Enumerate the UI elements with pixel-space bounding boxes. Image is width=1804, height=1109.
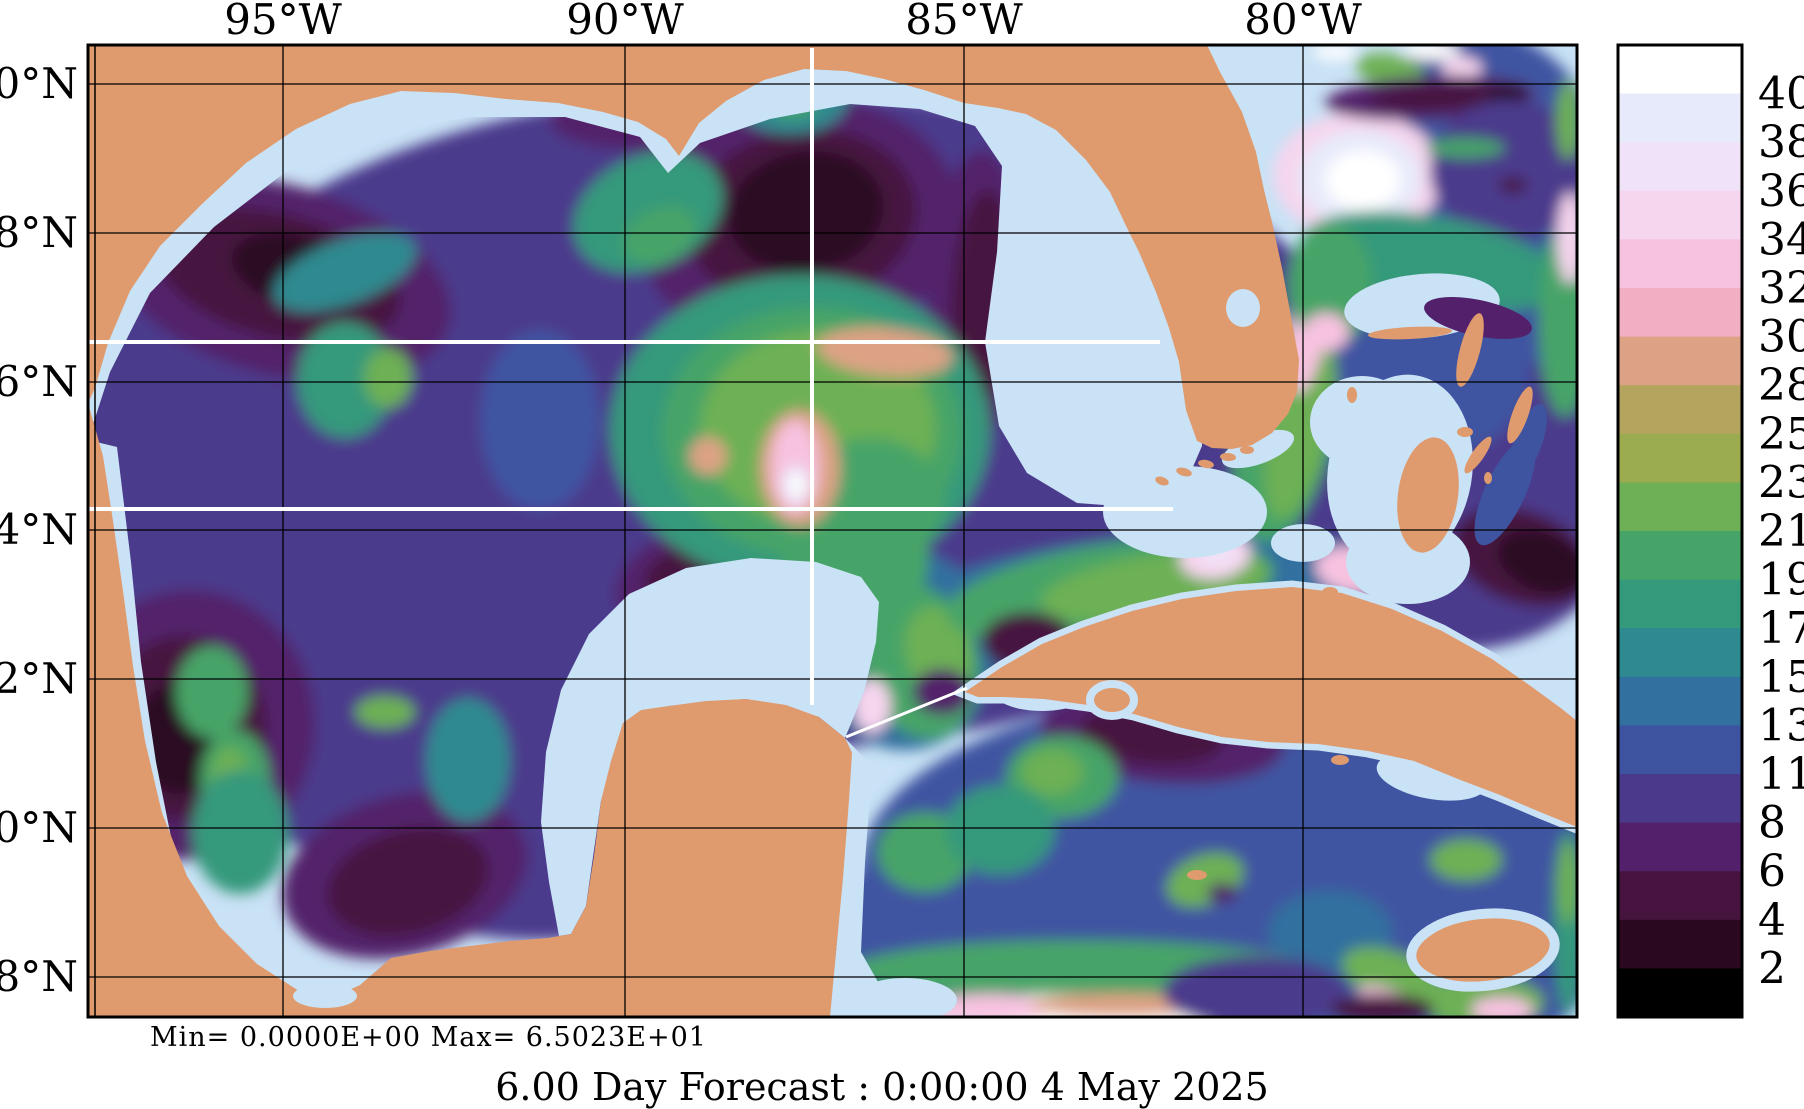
colorbar-band	[1618, 725, 1742, 775]
colorbar-band	[1618, 919, 1742, 970]
land-island	[1176, 467, 1192, 477]
land-island	[1198, 459, 1214, 469]
lon-tick-label: 80°W	[1244, 0, 1362, 44]
lat-tick-label: 30°N	[0, 59, 78, 108]
colorbar-band	[1618, 871, 1742, 921]
land-island	[1322, 587, 1338, 597]
land-island	[1456, 313, 1484, 387]
colorbar-tick-label: 30	[1758, 312, 1804, 363]
colorbar-band	[1618, 142, 1742, 192]
colorbar-tick-label: 32	[1758, 263, 1804, 314]
land-mexico-yucatan	[88, 403, 852, 1017]
colorbar-tick-label: 36	[1758, 166, 1804, 217]
colorbar-tick-label: 8	[1758, 798, 1786, 849]
land-island	[1347, 387, 1357, 403]
map-panel	[88, 45, 1577, 1017]
land-island	[1187, 870, 1207, 880]
lat-tick-label: 24°N	[0, 505, 78, 554]
land-island	[1464, 436, 1492, 474]
colorbar-band	[1618, 628, 1742, 678]
colorbar-tick-label: 34	[1758, 214, 1804, 265]
section-line-yucatan-cuba	[845, 686, 968, 739]
land-us-gulf-coast-florida	[88, 45, 1299, 449]
section-lines	[88, 48, 1173, 739]
lake-okeechobee	[1226, 289, 1260, 327]
colorbar-tick-label: 4	[1758, 895, 1786, 946]
colorbar-band	[1618, 288, 1742, 338]
lon-tick-label: 95°W	[224, 0, 342, 44]
colorbar-band	[1618, 676, 1742, 727]
colorbar-tick-label: 23	[1758, 457, 1804, 508]
colorbar-tick-label: 15	[1758, 652, 1804, 703]
land-island	[1240, 446, 1254, 454]
map-frame	[86, 43, 1579, 1019]
colorbar-band	[1618, 45, 1742, 95]
lat-tick-label: 18°N	[0, 952, 78, 1001]
colorbar-frame	[1616, 43, 1744, 1019]
forecast-title: 6.00 Day Forecast : 0:00:00 4 May 2025	[495, 1065, 1269, 1109]
land-island	[1155, 476, 1169, 486]
land-island	[1368, 326, 1452, 340]
colorbar-tick-label: 21	[1758, 506, 1804, 557]
land-island	[1220, 452, 1236, 462]
land-isle-of-youth	[1086, 680, 1138, 720]
land-masses	[88, 45, 1577, 1017]
colorbar-band	[1618, 190, 1742, 241]
lat-tick-label: 28°N	[0, 208, 78, 257]
colorbar-band	[1618, 239, 1742, 289]
land-island	[1484, 472, 1492, 484]
colorbar-band	[1618, 433, 1742, 484]
colorbar-tick-label: 13	[1758, 700, 1804, 751]
colorbar-band	[1618, 822, 1742, 873]
land-island	[1331, 755, 1349, 765]
colorbar-band	[1618, 482, 1742, 532]
colorbar-band	[1618, 531, 1742, 581]
colorbar-band	[1618, 336, 1742, 387]
colorbar-tick-label: 6	[1758, 846, 1786, 897]
grid-lines	[88, 45, 1577, 1017]
colorbar-tick-label: 19	[1758, 555, 1804, 606]
land-cuba	[965, 587, 1577, 827]
colorbar-tick-label: 2	[1758, 943, 1786, 994]
colorbar-band	[1618, 968, 1742, 1018]
colorbar-tick-label: 25	[1758, 409, 1804, 460]
colorbar-tick-label: 17	[1758, 603, 1804, 654]
colorbar-tick-label: 28	[1758, 360, 1804, 411]
colorbar-band	[1618, 385, 1742, 435]
lat-tick-label: 26°N	[0, 357, 78, 406]
lon-tick-label: 90°W	[566, 0, 684, 44]
colorbar-band	[1618, 93, 1742, 144]
lat-tick-label: 20°N	[0, 803, 78, 852]
lon-tick-label: 85°W	[905, 0, 1023, 44]
colorbar-tick-label: 40	[1758, 69, 1804, 120]
colorbar-band	[1618, 579, 1742, 630]
terminos-lagoon	[293, 984, 357, 1008]
colorbar-band	[1618, 774, 1742, 824]
minmax-stats: Min= 0.0000E+00 Max= 6.5023E+01	[150, 1022, 707, 1053]
colorbar-tick-label: 38	[1758, 117, 1804, 168]
inland-water	[293, 289, 1260, 1008]
land-island	[1397, 437, 1459, 553]
land-jamaica	[1406, 908, 1560, 992]
land-island	[1507, 386, 1533, 444]
colorbar-tick-label: 11	[1758, 749, 1804, 800]
axis-labels: 95°W 90°W 85°W 80°W 30°N 28°N 26°N 24°N 22°N 20°N…	[0, 0, 1363, 1001]
lat-tick-label: 22°N	[0, 654, 78, 703]
land-island	[1457, 427, 1473, 437]
